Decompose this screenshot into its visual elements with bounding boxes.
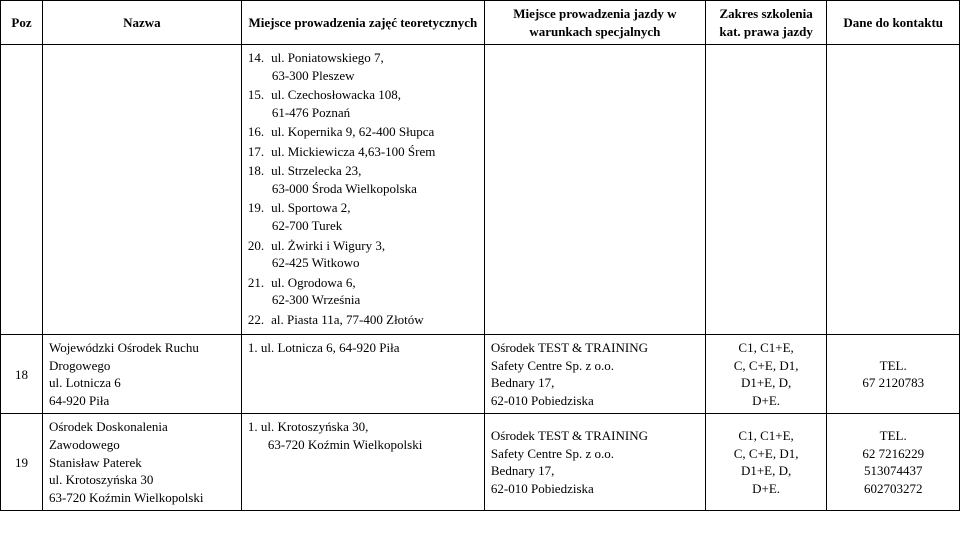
- nazwa-line: Wojewódzki Ośrodek Ruchu: [49, 339, 235, 357]
- address-item: 20. ul. Żwirki i Wigury 3,62-425 Witkowo: [248, 237, 478, 272]
- spec-line: Bednary 17,: [491, 374, 699, 392]
- row-continuation: 14. ul. Poniatowskiego 7,63-300 Pleszew1…: [1, 45, 960, 335]
- address-item: 17. ul. Mickiewicza 4,63-100 Śrem: [248, 143, 478, 161]
- kat-line: D+E.: [712, 480, 821, 498]
- dane-line: TEL.: [833, 357, 953, 375]
- cell-cont-teor: 14. ul. Poniatowskiego 7,63-300 Pleszew1…: [241, 45, 484, 335]
- cell-18-dane: TEL. 67 2120783: [827, 335, 960, 414]
- spec-line: Ośrodek TEST & TRAINING: [491, 339, 699, 357]
- hdr-nazwa: Nazwa: [42, 1, 241, 45]
- address-item: 19. ul. Sportowa 2,62-700 Turek: [248, 199, 478, 234]
- address-item: 21. ul. Ogrodowa 6,62-300 Września: [248, 274, 478, 309]
- hdr-dane: Dane do kontaktu: [827, 1, 960, 45]
- cell-19-nazwa: Ośrodek Doskonalenia Zawodowego Stanisła…: [42, 414, 241, 511]
- teor-line: ul. Lotnicza 6, 64-920 Piła: [261, 340, 400, 355]
- nazwa-line: Drogowego: [49, 357, 235, 375]
- dane-line: 62 7216229: [833, 445, 953, 463]
- hdr-spec: Miejsce prowadzenia jazdy w warunkach sp…: [484, 1, 705, 45]
- kat-line: C, C+E, D1,: [712, 357, 821, 375]
- hdr-kat: Zakres szkolenia kat. prawa jazdy: [705, 1, 827, 45]
- hdr-teoret: Miejsce prowadzenia zajęć teoretycznych: [241, 1, 484, 45]
- spec-line: Safety Centre Sp. z o.o.: [491, 357, 699, 375]
- nazwa-line: Zawodowego: [49, 436, 235, 454]
- nazwa-line: Stanisław Paterek: [49, 454, 235, 472]
- cell-18-teor: 1. ul. Lotnicza 6, 64-920 Piła: [241, 335, 484, 414]
- address-list: 14. ul. Poniatowskiego 7,63-300 Pleszew1…: [248, 49, 478, 328]
- hdr-poz: Poz: [1, 1, 43, 45]
- cell-19-dane: TEL. 62 7216229 513074437 602703272: [827, 414, 960, 511]
- nazwa-line: 64-920 Piła: [49, 392, 235, 410]
- teor-num: 1.: [248, 419, 258, 434]
- table-row-19: 19 Ośrodek Doskonalenia Zawodowego Stani…: [1, 414, 960, 511]
- spec-line: 62-010 Pobiedziska: [491, 392, 699, 410]
- cell-18-nazwa: Wojewódzki Ośrodek Ruchu Drogowego ul. L…: [42, 335, 241, 414]
- teor-line: ul. Krotoszyńska 30,: [261, 419, 369, 434]
- cell-18-spec: Ośrodek TEST & TRAINING Safety Centre Sp…: [484, 335, 705, 414]
- address-item: 15. ul. Czechosłowacka 108,61-476 Poznań: [248, 86, 478, 121]
- cell-19-kat: C1, C1+E, C, C+E, D1, D1+E, D, D+E.: [705, 414, 827, 511]
- nazwa-line: ul. Krotoszyńska 30: [49, 471, 235, 489]
- spec-line: 62-010 Pobiedziska: [491, 480, 699, 498]
- dane-line: 602703272: [833, 480, 953, 498]
- teor-num: 1.: [248, 340, 258, 355]
- address-item: 14. ul. Poniatowskiego 7,63-300 Pleszew: [248, 49, 478, 84]
- nazwa-line: ul. Lotnicza 6: [49, 374, 235, 392]
- dane-line: TEL.: [833, 427, 953, 445]
- address-item: 18. ul. Strzelecka 23,63-000 Środa Wielk…: [248, 162, 478, 197]
- cell-19-poz: 19: [1, 414, 43, 511]
- cell-18-kat: C1, C1+E, C, C+E, D1, D1+E, D, D+E.: [705, 335, 827, 414]
- header-row: Poz Nazwa Miejsce prowadzenia zajęć teor…: [1, 1, 960, 45]
- spec-line: Safety Centre Sp. z o.o.: [491, 445, 699, 463]
- kat-line: C1, C1+E,: [712, 339, 821, 357]
- cell-cont-nazwa: [42, 45, 241, 335]
- cell-cont-spec: [484, 45, 705, 335]
- cell-19-spec: Ośrodek TEST & TRAINING Safety Centre Sp…: [484, 414, 705, 511]
- spec-line: Bednary 17,: [491, 462, 699, 480]
- kat-line: D1+E, D,: [712, 374, 821, 392]
- cell-19-teor: 1. ul. Krotoszyńska 30, 63-720 Koźmin Wi…: [241, 414, 484, 511]
- table-row-18: 18 Wojewódzki Ośrodek Ruchu Drogowego ul…: [1, 335, 960, 414]
- address-item: 16. ul. Kopernika 9, 62-400 Słupca: [248, 123, 478, 141]
- kat-line: D1+E, D,: [712, 462, 821, 480]
- cell-cont-kat: [705, 45, 827, 335]
- data-table: Poz Nazwa Miejsce prowadzenia zajęć teor…: [0, 0, 960, 511]
- nazwa-line: Ośrodek Doskonalenia: [49, 418, 235, 436]
- address-item: 22. al. Piasta 11a, 77-400 Złotów: [248, 311, 478, 329]
- spec-line: Ośrodek TEST & TRAINING: [491, 427, 699, 445]
- kat-line: D+E.: [712, 392, 821, 410]
- cell-18-poz: 18: [1, 335, 43, 414]
- kat-line: C1, C1+E,: [712, 427, 821, 445]
- cell-cont-dane: [827, 45, 960, 335]
- dane-line: 67 2120783: [833, 374, 953, 392]
- nazwa-line: 63-720 Koźmin Wielkopolski: [49, 489, 235, 507]
- cell-cont-poz: [1, 45, 43, 335]
- teor-line: 63-720 Koźmin Wielkopolski: [248, 436, 478, 454]
- kat-line: C, C+E, D1,: [712, 445, 821, 463]
- dane-line: 513074437: [833, 462, 953, 480]
